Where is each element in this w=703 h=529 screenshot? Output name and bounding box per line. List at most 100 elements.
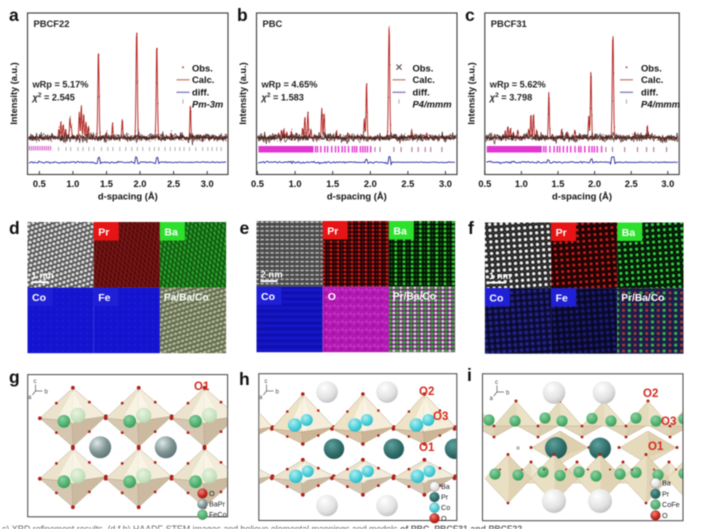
svg-text:Co: Co	[32, 292, 46, 304]
svg-text:O: O	[209, 489, 215, 498]
svg-text:Calc.: Calc.	[413, 74, 435, 85]
svg-text:O2: O2	[419, 386, 434, 398]
svg-text:2.5: 2.5	[625, 179, 638, 189]
svg-text:g: g	[9, 367, 20, 387]
svg-text:Obs.: Obs.	[413, 62, 434, 73]
svg-text:χ2 = 3.798: χ2 = 3.798	[489, 92, 532, 103]
svg-text:1 nm: 1 nm	[489, 271, 511, 282]
svg-text:d-spacing (Å): d-spacing (Å)	[327, 191, 387, 202]
svg-text:c: c	[465, 5, 475, 25]
svg-text:O2: O2	[643, 388, 658, 400]
svg-text:2.5: 2.5	[167, 179, 180, 189]
svg-text:Calc.: Calc.	[641, 74, 663, 85]
svg-text:wRp = 4.65%: wRp = 4.65%	[261, 80, 318, 90]
svg-text:a: a	[259, 395, 263, 401]
svg-text:Pr: Pr	[98, 227, 109, 239]
svg-text:0.5: 0.5	[478, 179, 491, 189]
svg-text:Obs.: Obs.	[192, 62, 213, 73]
svg-text:χ2 = 1.583: χ2 = 1.583	[261, 92, 304, 103]
svg-text:Intensity (a.u.): Intensity (a.u.)	[238, 62, 248, 124]
svg-text:1.5: 1.5	[100, 179, 113, 189]
svg-text:Co: Co	[441, 503, 450, 512]
svg-text:1 nm: 1 nm	[32, 271, 54, 282]
svg-text:1.0: 1.0	[515, 179, 528, 189]
svg-text:Ba: Ba	[622, 227, 636, 239]
svg-text:PBCF31: PBCF31	[491, 18, 527, 29]
svg-text:P4/mmm: P4/mmm	[641, 98, 680, 109]
svg-text:f: f	[468, 218, 474, 238]
svg-text:Ba: Ba	[393, 226, 407, 238]
svg-text:Pr: Pr	[441, 493, 449, 502]
svg-text:diff.: diff.	[192, 87, 209, 98]
svg-text:O3: O3	[433, 411, 448, 423]
svg-text:i: i	[467, 365, 472, 385]
svg-text:d: d	[9, 218, 20, 238]
svg-text:O: O	[662, 511, 668, 520]
svg-text:Co: Co	[261, 291, 275, 303]
svg-text:Calc.: Calc.	[192, 74, 214, 85]
svg-text:a: a	[490, 396, 494, 402]
svg-text:Ba: Ba	[662, 479, 671, 488]
svg-text:Ba: Ba	[441, 482, 450, 491]
svg-text:O1: O1	[419, 442, 435, 454]
svg-text:0.5: 0.5	[33, 179, 46, 189]
svg-text:1.0: 1.0	[66, 179, 79, 189]
svg-text:c) XRD refinement results, (d,: c) XRD refinement results, (d,f,h) HAADF…	[2, 524, 522, 529]
svg-text:3.0: 3.0	[661, 179, 674, 189]
svg-text:wRp = 5.62%: wRp = 5.62%	[489, 80, 546, 90]
svg-text:d-spacing (Å): d-spacing (Å)	[98, 191, 158, 202]
svg-text:BaPr: BaPr	[209, 500, 226, 509]
svg-text:Co: Co	[489, 293, 503, 305]
svg-text:Fe: Fe	[98, 292, 110, 304]
svg-text:2.0: 2.0	[588, 179, 601, 189]
svg-text:Ba: Ba	[164, 227, 178, 239]
svg-text:b: b	[45, 390, 49, 396]
svg-text:2.0: 2.0	[134, 179, 147, 189]
svg-text:O1: O1	[648, 441, 664, 453]
svg-text:Intensity (a.u.): Intensity (a.u.)	[466, 62, 476, 124]
svg-text:b: b	[237, 5, 248, 25]
svg-text:CoFe: CoFe	[662, 500, 680, 509]
svg-text:c: c	[265, 379, 268, 385]
svg-text:diff.: diff.	[413, 87, 430, 98]
svg-text:1.5: 1.5	[552, 179, 565, 189]
svg-text:b: b	[506, 391, 510, 397]
svg-text:b: b	[276, 390, 280, 396]
svg-text:Obs.: Obs.	[641, 62, 662, 73]
svg-text:PBC: PBC	[263, 18, 283, 29]
svg-text:Intensity (a.u.): Intensity (a.u.)	[9, 62, 19, 124]
svg-text:3.0: 3.0	[439, 179, 452, 189]
svg-text:O: O	[328, 291, 336, 303]
svg-text:diff.: diff.	[641, 87, 658, 98]
svg-text:O: O	[441, 514, 447, 523]
svg-text:Pr/Ba/Co: Pr/Ba/Co	[621, 293, 664, 304]
svg-text:wRp = 5.17%: wRp = 5.17%	[32, 80, 89, 90]
svg-text:O3: O3	[661, 416, 676, 428]
svg-text:d-spacing (Å): d-spacing (Å)	[552, 191, 612, 202]
svg-text:2 nm: 2 nm	[261, 270, 283, 281]
svg-text:Fe: Fe	[556, 293, 568, 305]
svg-text:Pr: Pr	[556, 227, 567, 239]
svg-text:c: c	[495, 380, 498, 386]
svg-text:P4/mmm: P4/mmm	[413, 98, 452, 109]
svg-text:1.0: 1.0	[289, 179, 302, 189]
svg-text:Pa/Ba/Co: Pa/Ba/Co	[164, 293, 209, 304]
svg-text:FeCo: FeCo	[209, 510, 227, 519]
svg-text:O1: O1	[194, 381, 210, 393]
svg-text:χ2 = 2.545: χ2 = 2.545	[32, 92, 75, 103]
svg-text:Pm-3m: Pm-3m	[192, 98, 223, 109]
svg-text:Pr: Pr	[662, 489, 670, 498]
svg-text:3.0: 3.0	[201, 179, 214, 189]
svg-text:a: a	[28, 395, 32, 401]
svg-text:2.5: 2.5	[401, 179, 414, 189]
svg-text:a: a	[9, 5, 19, 25]
svg-text:Pr: Pr	[327, 226, 338, 238]
svg-text:e: e	[240, 218, 250, 238]
svg-text:h: h	[239, 369, 250, 389]
svg-text:PBCF22: PBCF22	[34, 18, 70, 29]
svg-text:0.5: 0.5	[251, 179, 264, 189]
svg-text:c: c	[34, 379, 37, 385]
svg-text:1.5: 1.5	[326, 179, 339, 189]
svg-text:Pr/Ba/Co: Pr/Ba/Co	[393, 292, 436, 303]
svg-text:2.0: 2.0	[364, 179, 377, 189]
